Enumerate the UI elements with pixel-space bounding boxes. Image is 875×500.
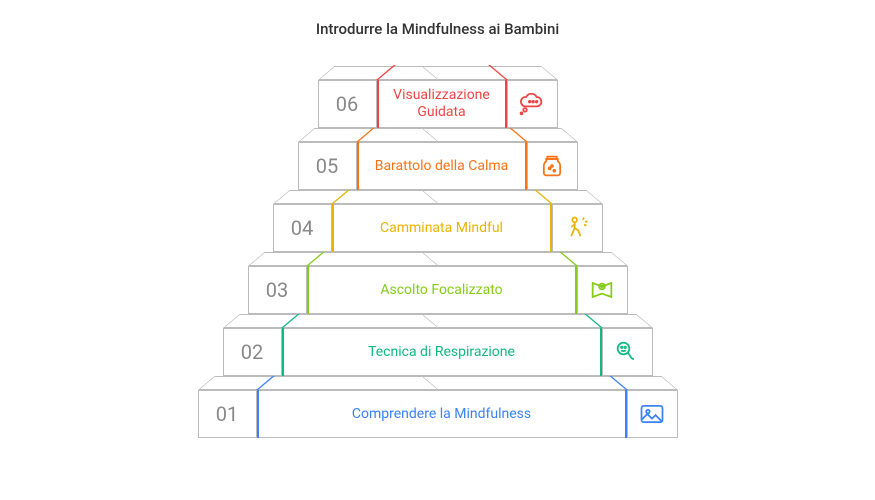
step-label: Visualizzazione Guidata (377, 81, 507, 127)
step-04: 04Camminata Mindful (273, 204, 603, 252)
step-label: Tecnica di Respirazione (282, 329, 602, 375)
step-number: 01 (199, 391, 257, 437)
breath-icon (602, 329, 652, 375)
step-number: 04 (274, 205, 332, 251)
step-number: 03 (249, 267, 307, 313)
step-number: 06 (319, 81, 377, 127)
step-label: Camminata Mindful (332, 205, 552, 251)
step-05: 05Barattolo della Calma (298, 142, 578, 190)
step-number: 05 (299, 143, 357, 189)
thought-icon (507, 81, 557, 127)
step-02: 02Tecnica di Respirazione (223, 328, 653, 376)
step-label: Barattolo della Calma (357, 143, 527, 189)
step-03: 03Ascolto Focalizzato (248, 266, 628, 314)
step-number: 02 (224, 329, 282, 375)
step-label: Ascolto Focalizzato (307, 267, 577, 313)
listen-icon (577, 267, 627, 313)
step-label: Comprendere la Mindfulness (257, 391, 627, 437)
diagram-title: Introdurre la Mindfulness ai Bambini (0, 0, 875, 38)
walk-icon (552, 205, 602, 251)
image-icon (627, 391, 677, 437)
step-01: 01Comprendere la Mindfulness (198, 390, 678, 438)
jar-icon (527, 143, 577, 189)
step-06: 06Visualizzazione Guidata (318, 80, 558, 128)
